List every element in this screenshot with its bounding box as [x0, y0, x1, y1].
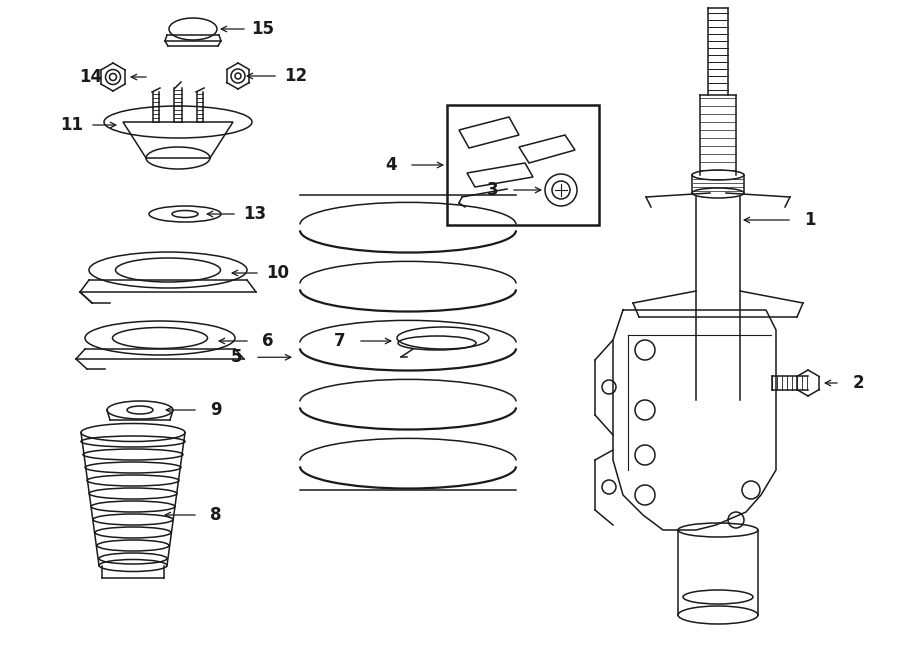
Bar: [447, 105, 599, 225]
Text: 15: 15: [251, 20, 274, 38]
Text: 2: 2: [852, 374, 864, 392]
Text: 6: 6: [262, 332, 274, 350]
Text: 9: 9: [211, 401, 221, 419]
Text: 13: 13: [243, 205, 266, 223]
Text: 1: 1: [805, 211, 815, 229]
Text: 4: 4: [385, 156, 397, 174]
Text: 5: 5: [231, 348, 243, 366]
Text: 11: 11: [60, 116, 84, 134]
Text: 3: 3: [487, 181, 499, 199]
Text: 7: 7: [334, 332, 346, 350]
Text: 14: 14: [79, 68, 103, 86]
Text: 8: 8: [211, 506, 221, 524]
Text: 10: 10: [266, 264, 290, 282]
Text: 12: 12: [284, 67, 308, 85]
